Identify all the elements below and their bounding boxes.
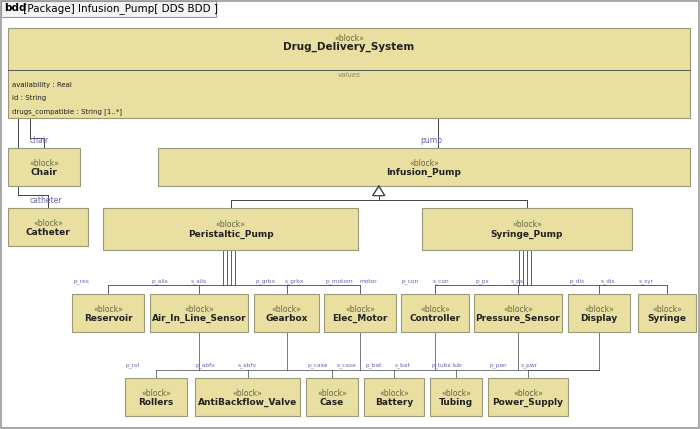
Text: «block»: «block» — [317, 389, 347, 398]
Text: «block»: «block» — [420, 305, 450, 314]
Text: p_motom: p_motom — [325, 278, 353, 284]
Text: «block»: «block» — [184, 305, 214, 314]
Text: id : String: id : String — [12, 95, 46, 101]
Text: s_ails: s_ails — [191, 278, 207, 284]
Text: Reservoir: Reservoir — [84, 314, 132, 323]
Text: Infusion_Pump: Infusion_Pump — [386, 168, 461, 177]
Bar — [103, 208, 358, 250]
Text: motor: motor — [359, 279, 377, 284]
Text: Drug_Delivery_System: Drug_Delivery_System — [284, 42, 414, 52]
Bar — [324, 294, 396, 332]
Text: p_res: p_res — [73, 279, 89, 284]
Text: Air_In_Line_Sensor: Air_In_Line_Sensor — [152, 314, 246, 323]
Text: s_grbx: s_grbx — [285, 278, 304, 284]
Text: Elec_Motor: Elec_Motor — [332, 314, 388, 323]
Bar — [474, 294, 562, 332]
Text: Rollers: Rollers — [139, 398, 174, 407]
Text: chair: chair — [30, 136, 49, 145]
Text: «block»: «block» — [409, 159, 439, 168]
Text: Syringe: Syringe — [648, 314, 687, 323]
Text: Pressure_Sensor: Pressure_Sensor — [475, 314, 561, 323]
Text: s_con: s_con — [433, 279, 449, 284]
Text: «block»: «block» — [141, 389, 171, 398]
Bar — [8, 208, 88, 246]
Text: Controller: Controller — [410, 314, 461, 323]
Text: Battery: Battery — [375, 398, 413, 407]
Text: «block»: «block» — [441, 389, 471, 398]
Text: p_abfv: p_abfv — [196, 363, 216, 368]
Text: Catheter: Catheter — [26, 228, 71, 237]
Bar — [401, 294, 469, 332]
Bar — [158, 148, 690, 186]
Text: drugs_compatible : String [1..*]: drugs_compatible : String [1..*] — [12, 108, 122, 115]
Text: p_ails: p_ails — [151, 278, 168, 284]
Text: s_dis: s_dis — [601, 278, 615, 284]
Text: AntiBackflow_Valve: AntiBackflow_Valve — [198, 398, 297, 407]
Bar — [422, 208, 632, 250]
Text: catheter: catheter — [30, 196, 62, 205]
Bar — [195, 378, 300, 416]
Bar — [150, 294, 248, 332]
Bar — [364, 378, 424, 416]
Text: «block»: «block» — [272, 305, 302, 314]
Text: «block»: «block» — [93, 305, 123, 314]
Text: s_bat: s_bat — [395, 363, 411, 368]
Bar — [125, 378, 187, 416]
Text: p_ps: p_ps — [475, 279, 489, 284]
Text: p_bat: p_bat — [365, 363, 382, 368]
Bar — [8, 148, 80, 186]
Text: p_rol: p_rol — [126, 363, 140, 368]
Text: Display: Display — [580, 314, 617, 323]
Text: «block»: «block» — [232, 389, 262, 398]
Text: values: values — [337, 72, 360, 78]
Text: p_pwr: p_pwr — [489, 363, 507, 368]
Text: p_con: p_con — [402, 279, 419, 284]
Text: «block»: «block» — [216, 220, 246, 229]
Bar — [72, 294, 144, 332]
Bar — [306, 378, 358, 416]
Text: Gearbox: Gearbox — [265, 314, 308, 323]
Text: «block»: «block» — [345, 305, 375, 314]
Text: Syringe_Pump: Syringe_Pump — [491, 230, 564, 239]
Text: bdd: bdd — [4, 3, 27, 13]
Text: s_pwr: s_pwr — [521, 363, 538, 368]
Text: «block»: «block» — [334, 34, 364, 43]
Text: Peristaltic_Pump: Peristaltic_Pump — [188, 230, 273, 239]
Text: availability : Real: availability : Real — [12, 82, 72, 88]
Text: Power_Supply: Power_Supply — [493, 398, 564, 407]
Bar — [568, 294, 630, 332]
Text: «block»: «block» — [584, 305, 614, 314]
Text: p_grbx: p_grbx — [255, 278, 275, 284]
Text: s_ps: s_ps — [511, 279, 524, 284]
Bar — [1, 1, 216, 17]
Text: p_tubs: p_tubs — [431, 363, 451, 368]
Bar — [430, 378, 482, 416]
Text: «block»: «block» — [512, 220, 542, 229]
Text: s_abfv: s_abfv — [238, 363, 257, 368]
Text: «block»: «block» — [503, 305, 533, 314]
Text: s_syr: s_syr — [639, 279, 654, 284]
Text: «block»: «block» — [379, 389, 409, 398]
Text: «block»: «block» — [29, 159, 59, 168]
Text: Tubing: Tubing — [439, 398, 473, 407]
Text: pump: pump — [420, 136, 442, 145]
Text: p_case: p_case — [307, 363, 328, 368]
Text: s_case: s_case — [337, 363, 357, 368]
Text: Chair: Chair — [31, 168, 57, 177]
Text: Case: Case — [320, 398, 344, 407]
Bar — [8, 28, 690, 118]
Text: «block»: «block» — [652, 305, 682, 314]
Text: «block»: «block» — [33, 219, 63, 228]
Text: «block»: «block» — [513, 389, 543, 398]
Text: p_dis: p_dis — [569, 278, 584, 284]
Bar — [254, 294, 319, 332]
Polygon shape — [372, 186, 385, 196]
Text: tub: tub — [453, 363, 463, 368]
Bar — [638, 294, 696, 332]
Bar — [488, 378, 568, 416]
Text: [Package] Infusion_Pump[ DDS BDD ]: [Package] Infusion_Pump[ DDS BDD ] — [20, 3, 218, 14]
